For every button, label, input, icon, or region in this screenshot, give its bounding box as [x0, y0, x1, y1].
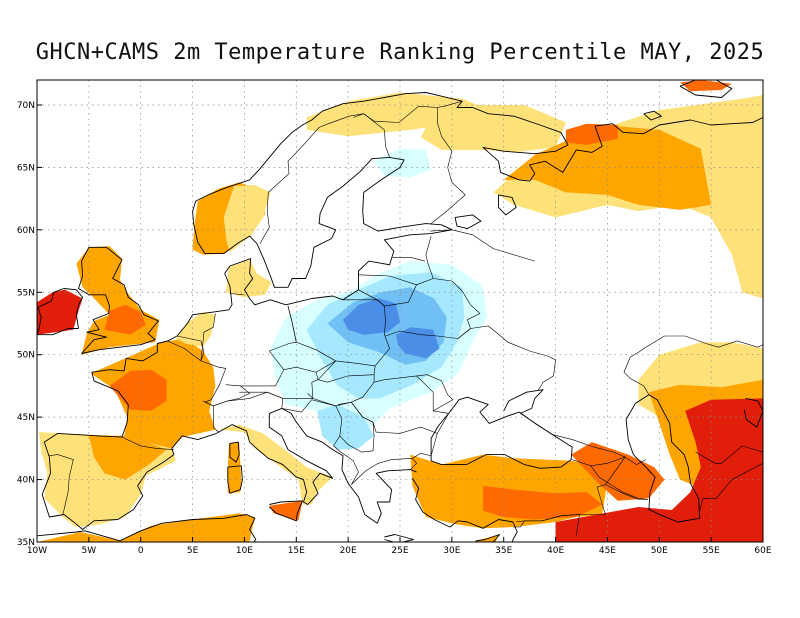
lon-tick-label: 10E [236, 546, 253, 556]
coastline-aral [743, 397, 763, 428]
lon-tick-label: 0 [138, 546, 144, 556]
shade-region-norway-yellow [223, 184, 271, 253]
shade-region-sicily-red [269, 500, 303, 521]
lat-lon-grid [37, 80, 763, 542]
shade-region-cool-extreme-poland [343, 298, 400, 335]
coastline-azov [503, 389, 544, 414]
coastline-sicily [269, 500, 303, 522]
coastline-ireland [37, 288, 84, 336]
border-central-asia [695, 445, 763, 511]
border-kazakh-russia [623, 335, 763, 395]
coastline-n-africa [37, 514, 257, 542]
shade-region-iran-red [555, 507, 680, 542]
shade-region-turkey-red [483, 485, 603, 520]
border-turkey-thrace [410, 458, 418, 470]
border-belarus-ukraine [385, 330, 459, 339]
border-belarus-russia [433, 278, 481, 339]
lon-tick-label: 30E [443, 546, 460, 556]
lon-tick-label: 60E [754, 546, 771, 556]
border-ukraine-east [457, 325, 556, 392]
shade-region-benelux-yellow [176, 312, 216, 348]
border-syria-iraq [516, 514, 580, 536]
border-armenia-az [590, 465, 648, 500]
border-finland-russia [430, 100, 466, 224]
shade-region-novaya-red [680, 80, 732, 92]
latitude-axis: 35N 40N 45N 50N 55N 60N 65N 70N [17, 101, 42, 548]
shade-region-britain-red [104, 304, 146, 335]
shade-region-italy-yellow [218, 424, 333, 505]
lon-tick-label: 45E [599, 546, 616, 556]
lat-tick-label: 40N [17, 476, 35, 486]
border-pyrenees [121, 436, 174, 450]
longitude-axis: 10W 5W 0 5E 10E 15E 20E 25E 30E 35E 40E 45E 50E 55E 60… [27, 537, 772, 556]
lat-tick-label: 55N [17, 288, 35, 298]
coastline-britain [78, 246, 159, 354]
shade-region-cool-mid-balkans [317, 404, 375, 450]
coastline-italy [216, 407, 417, 524]
coastline-cyprus [475, 534, 501, 542]
lon-tick-label: 35E [495, 546, 512, 556]
border-benelux [176, 313, 216, 362]
shade-region-corsica-sardinia-orange [227, 442, 242, 494]
coastline-onega [498, 194, 517, 216]
shade-region-kanin-red [565, 123, 618, 145]
country-borders [48, 100, 763, 536]
shade-region-cool-extreme-ukraine [395, 327, 440, 359]
border-iran-north [605, 484, 648, 500]
border-moldova [416, 374, 454, 412]
lat-tick-label: 60N [17, 226, 35, 236]
shade-region-france-red [109, 369, 167, 411]
border-denmark-germany [229, 293, 244, 296]
shade-region-caucasus-red [571, 442, 665, 501]
shade-region-ireland-red [37, 289, 83, 335]
border-portugal [48, 454, 74, 515]
border-alps-italy [213, 391, 284, 409]
coastline-sardinia [227, 465, 243, 494]
coastline-france-atlantic [91, 92, 763, 438]
coastline-france-west [171, 432, 217, 455]
coastline-iberia [41, 432, 175, 530]
lon-tick-label: 40E [547, 546, 564, 556]
coastline-caspian [625, 394, 701, 523]
border-serbia [337, 401, 375, 453]
lon-tick-label: 20E [340, 546, 357, 556]
border-estonia-latvia [392, 256, 425, 262]
shade-region-kola-yellow [420, 105, 566, 153]
lon-tick-label: 55E [703, 546, 720, 556]
coastline-novaya-zemlya [679, 80, 733, 98]
map-title: GHCN+CAMS 2m Temperature Ranking Percent… [35, 40, 765, 65]
border-russia-internal-1 [430, 229, 535, 262]
coastline-turkey-south [412, 478, 518, 542]
border-latvia-lithuania [358, 274, 417, 286]
lon-tick-label: 5E [187, 546, 199, 556]
border-caucasus [520, 413, 646, 465]
lat-tick-label: 45N [17, 413, 35, 423]
shade-region-n-africa-orange [37, 513, 255, 542]
lat-tick-label: 35N [17, 538, 35, 548]
coastline-corsica [229, 441, 240, 463]
border-france-germany [167, 340, 227, 433]
lon-tick-label: 25E [391, 546, 408, 556]
border-sweden-finland [353, 113, 390, 158]
lat-tick-label: 50N [17, 351, 35, 361]
lon-tick-label: 15E [288, 546, 305, 556]
lat-tick-label: 65N [17, 163, 35, 173]
coastline-ladoga [454, 214, 482, 230]
shade-region-central-asia-red [664, 398, 763, 542]
border-norway-sweden [259, 105, 438, 244]
coastline-kolguev [643, 110, 662, 121]
lon-tick-label: 5W [82, 546, 97, 556]
lon-tick-label: 50E [651, 546, 668, 556]
lat-tick-label: 70N [17, 101, 35, 111]
shade-region-denmark-yellow [225, 259, 272, 298]
border-balkans [281, 399, 438, 485]
lon-tick-label: 10W [27, 546, 47, 556]
